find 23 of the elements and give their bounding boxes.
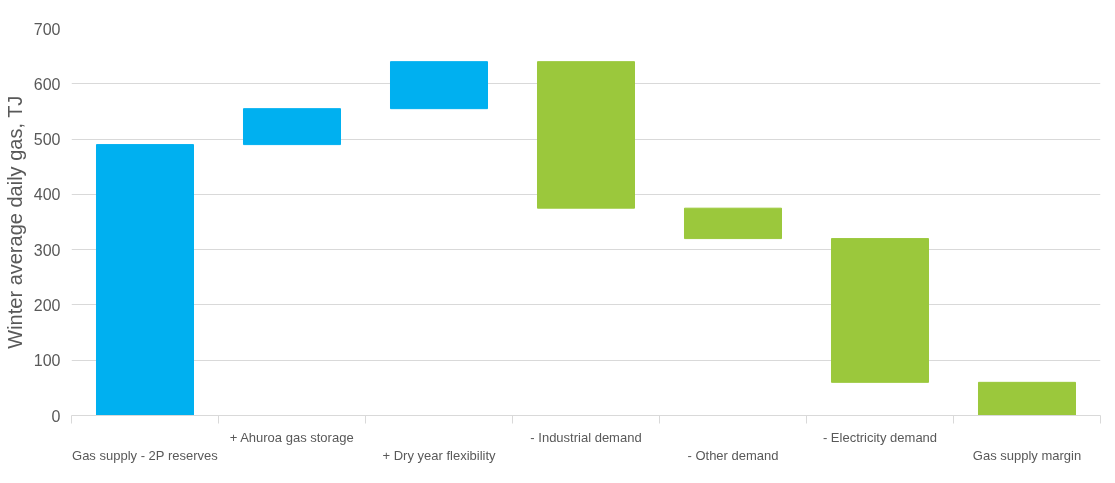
- bar: [683, 207, 783, 240]
- bar: [242, 108, 342, 146]
- x-tick-label: + Dry year flexibility: [382, 447, 497, 463]
- y-axis-title: Winter average daily gas, TJ: [3, 95, 26, 349]
- x-tick-label: + Ahuroa gas storage: [229, 429, 354, 445]
- bar: [830, 238, 930, 383]
- y-tick-label: 600: [33, 75, 61, 93]
- bar: [977, 381, 1077, 416]
- y-tick-label: 300: [33, 241, 61, 259]
- bar: [536, 61, 636, 209]
- y-tick-label: 400: [33, 186, 61, 204]
- x-tick-label: Gas supply - 2P reserves: [72, 447, 219, 463]
- y-tick-label: 200: [33, 296, 61, 314]
- x-tick-label: - Industrial demand: [530, 429, 642, 445]
- x-tick-label: - Other demand: [687, 447, 779, 463]
- bar: [389, 61, 489, 110]
- y-tick-label: 700: [33, 20, 61, 38]
- x-tick-label: - Electricity demand: [822, 429, 938, 445]
- y-tick-label: 500: [33, 131, 61, 149]
- x-tick-label: Gas supply margin: [972, 447, 1082, 463]
- y-tick-label: 0: [51, 407, 61, 425]
- y-tick-label: 100: [33, 352, 61, 370]
- bar: [95, 144, 195, 416]
